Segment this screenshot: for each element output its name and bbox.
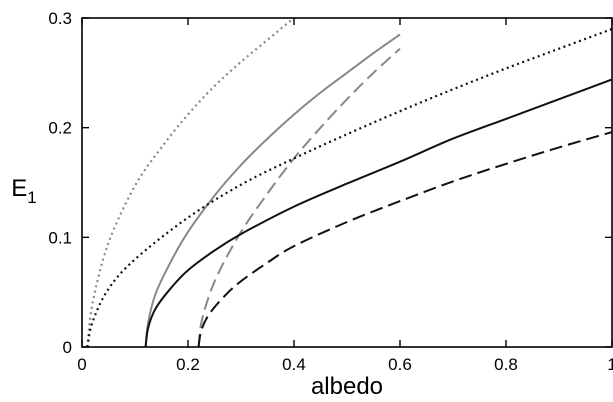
y-axis-label-subscript: 1 [27, 188, 36, 207]
series-line-6 [197, 131, 612, 347]
x-tick-label: 0.6 [388, 355, 412, 374]
x-tick-label: 1 [607, 355, 613, 374]
ticks-layer: 0 0.2 0.4 0.6 0.8 1 0 0.1 0.2 0.3 [48, 9, 613, 374]
y-tick-label: 0.3 [48, 9, 72, 28]
y-tick-label: 0 [63, 338, 72, 357]
x-tick-label: 0 [77, 355, 86, 374]
series-layer [86, 18, 612, 347]
x-tick-label: 0.8 [494, 355, 518, 374]
series-line-4 [86, 27, 612, 347]
series-line-1 [86, 18, 296, 347]
x-tick-label: 0.4 [282, 355, 306, 374]
y-axis-label-main: E [11, 175, 27, 202]
y-axis-label: E1 [11, 175, 36, 207]
x-axis-label: albedo [311, 373, 383, 400]
series-line-2 [144, 33, 401, 347]
x-tick-label: 0.2 [176, 355, 200, 374]
series-line-3 [197, 47, 401, 347]
y-tick-label: 0.2 [48, 119, 72, 138]
y-tick-label: 0.1 [48, 228, 72, 247]
plot-frame [81, 17, 613, 348]
series-line-5 [144, 78, 612, 347]
